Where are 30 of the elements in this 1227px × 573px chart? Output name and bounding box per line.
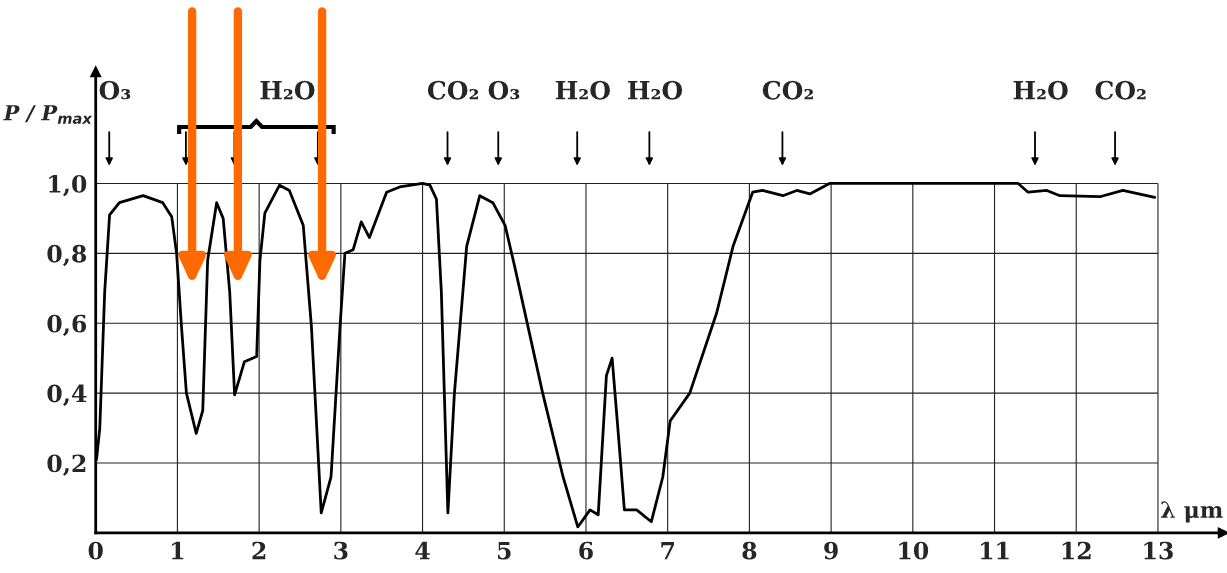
annotation: CO₂ <box>762 80 813 100</box>
x-tick-label: 9 <box>824 541 838 560</box>
x-tick-label: 0 <box>88 541 103 560</box>
x-tick-label: 7 <box>661 541 674 560</box>
annotation: CO₂ <box>1095 80 1146 100</box>
annotation: H₂O <box>260 80 315 100</box>
y-tick-label: 0,2 <box>47 454 86 476</box>
x-tick-label: 6 <box>579 541 593 560</box>
y-axis-title: P / P$_{max}$ <box>3 105 93 124</box>
y-tick-label: 0,6 <box>47 314 87 337</box>
x-tick-label: 12 <box>1062 541 1091 560</box>
y-tick-label: 0,4 <box>47 384 87 406</box>
annotation: H₂O <box>628 80 683 100</box>
x-tick-label: 4 <box>415 541 430 560</box>
y-tick-label: 0,8 <box>47 244 87 267</box>
x-axis-title: λ μm <box>1161 501 1223 523</box>
x-tick-label: 11 <box>980 541 1009 560</box>
x-tick-label: 1 <box>172 541 184 560</box>
x-tick-label: 3 <box>334 541 348 560</box>
x-tick-label: 13 <box>1144 541 1173 560</box>
x-tick-label: 5 <box>497 541 511 560</box>
annotation: CO₂ <box>427 80 479 100</box>
x-tick-label: 10 <box>899 541 929 560</box>
x-tick-label: 2 <box>252 541 266 560</box>
annotation: O₃ <box>99 80 131 100</box>
annotation: O₃ <box>488 80 520 100</box>
annotation: H₂O <box>1013 80 1068 100</box>
x-tick-label: 8 <box>742 541 757 560</box>
annotation: H₂O <box>555 80 610 100</box>
y-tick-label: 1,0 <box>49 174 87 197</box>
